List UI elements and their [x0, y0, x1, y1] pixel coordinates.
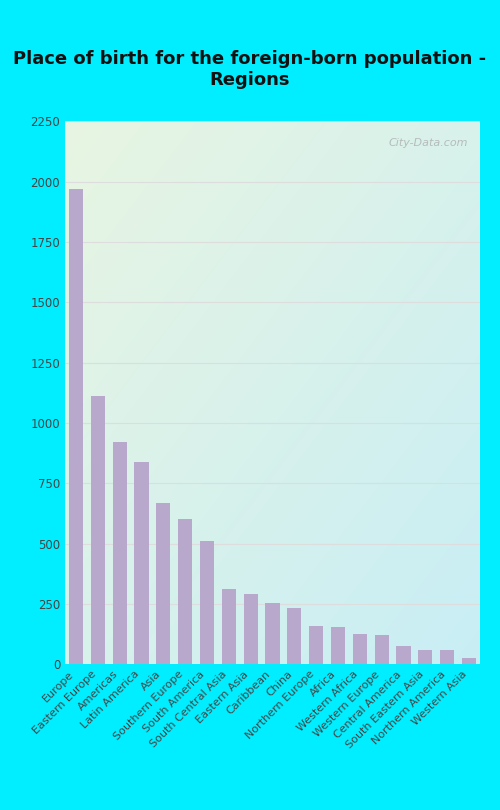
Bar — [134, 462, 148, 664]
Bar — [396, 646, 410, 664]
Text: City-Data.com: City-Data.com — [388, 138, 468, 147]
Bar — [309, 625, 324, 664]
Bar — [266, 603, 280, 664]
Bar — [418, 650, 432, 664]
Bar — [440, 650, 454, 664]
Bar — [69, 189, 83, 664]
Bar — [374, 635, 389, 664]
Bar — [287, 608, 302, 664]
Bar — [353, 634, 367, 664]
Bar — [200, 541, 214, 664]
Bar — [112, 442, 126, 664]
Bar — [90, 396, 105, 664]
Bar — [178, 519, 192, 664]
Bar — [156, 502, 170, 664]
Bar — [244, 595, 258, 664]
Text: Place of birth for the foreign-born population -
Regions: Place of birth for the foreign-born popu… — [14, 50, 486, 89]
Bar — [331, 627, 345, 664]
Bar — [462, 659, 476, 664]
Bar — [222, 590, 236, 664]
